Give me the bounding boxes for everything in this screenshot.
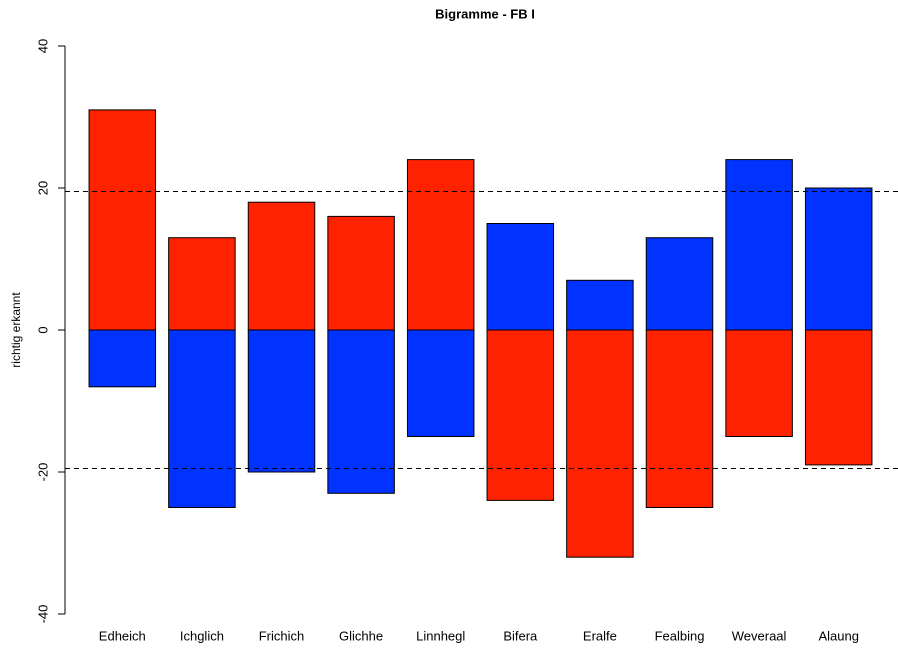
chart-title: Bigramme - FB I (435, 6, 535, 21)
bar (486, 223, 555, 331)
x-tick-label: Linnhegl (416, 628, 465, 643)
bar (327, 329, 395, 494)
y-tick-label: -40 (35, 605, 50, 624)
bar (486, 329, 555, 501)
y-tick-label: -20 (35, 463, 50, 482)
bar (406, 329, 475, 437)
bar (645, 237, 714, 331)
x-tick-label: Ichglich (180, 628, 224, 643)
bar (247, 201, 316, 331)
x-tick-label: Bifera (503, 628, 538, 643)
bar (88, 109, 157, 331)
bar (566, 329, 634, 558)
x-tick-label: Alaung (818, 628, 858, 643)
y-tick-label: 40 (35, 39, 50, 53)
y-tick-label: 20 (35, 181, 50, 195)
y-tick-label: 0 (35, 326, 50, 333)
bar (327, 215, 395, 331)
bar (168, 237, 236, 331)
x-tick-label: Fealbing (655, 628, 705, 643)
bar (725, 329, 793, 437)
bar (725, 159, 793, 331)
bar (804, 187, 873, 331)
bar (804, 329, 873, 466)
bar (168, 329, 236, 508)
bar (247, 329, 316, 473)
bar (406, 159, 475, 331)
y-axis-label: richtig erkannt (9, 292, 23, 368)
x-tick-label: Eralfe (583, 628, 617, 643)
x-tick-label: Weveraal (732, 628, 787, 643)
x-tick-label: Glichhe (339, 628, 383, 643)
x-tick-label: Frichich (259, 628, 305, 643)
bar (566, 279, 634, 331)
bar (88, 329, 157, 388)
x-tick-label: Edheich (99, 628, 146, 643)
bar (645, 329, 714, 508)
